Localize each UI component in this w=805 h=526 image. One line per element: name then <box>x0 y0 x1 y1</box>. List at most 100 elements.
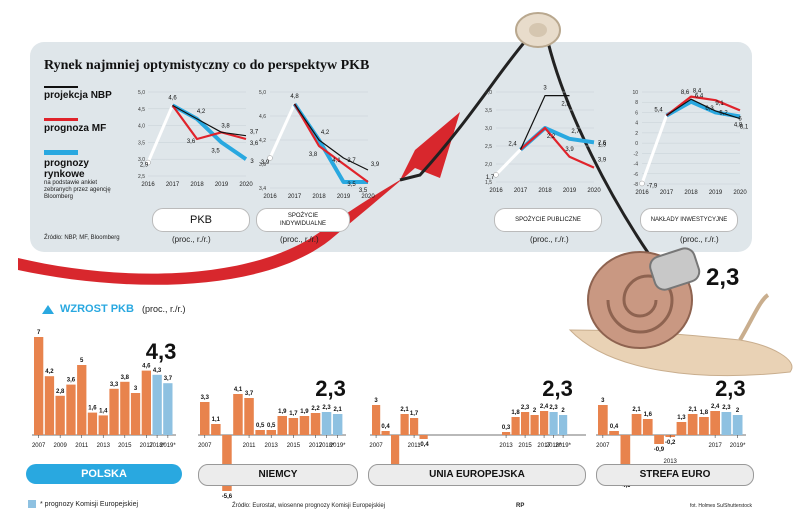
bar-value-label: 2,3 <box>521 405 530 411</box>
value-label: 3 <box>250 159 254 165</box>
x-tick-label: 2015 <box>118 443 132 449</box>
pill-strefa: STREFA EURO <box>596 464 754 486</box>
value-label: 3,6 <box>187 139 196 145</box>
y-tick-label: 1,5 <box>485 180 492 186</box>
value-label: 5,4 <box>654 108 663 114</box>
bar <box>87 412 98 435</box>
pill-unia-label: UNIA EUROPEJSKA <box>429 469 525 480</box>
pill-spozycie-publiczne: SPOŻYCIE PUBLICZNE <box>494 208 602 232</box>
bar <box>609 431 619 435</box>
unit-spozycie-publiczne: (proc., r./r.) <box>530 235 569 244</box>
bar <box>391 435 400 478</box>
value-label: 3,7 <box>347 158 356 164</box>
legend-mf-swatch <box>44 118 78 121</box>
legend-market-label-2: rynkowe <box>44 169 85 180</box>
bar <box>710 411 720 435</box>
value-label: 8,1 <box>740 125 749 131</box>
bar-value-label: 1,7 <box>289 411 298 417</box>
ec-note-swatch <box>28 500 36 508</box>
bar-value-label: 0,4 <box>381 424 390 430</box>
y-tick-label: 10 <box>632 90 638 96</box>
bar <box>152 374 162 435</box>
value-label: 3,9 <box>598 158 607 164</box>
bar <box>98 415 108 435</box>
bar <box>66 384 76 435</box>
bar-value-label: -0,9 <box>654 447 665 453</box>
snail-icon <box>568 247 793 377</box>
pill-pkb: PKB <box>152 208 250 232</box>
bar-value-label: -0,4 <box>418 442 429 448</box>
pill-naklady: NAKŁADY INWESTYCYJNE <box>640 208 738 232</box>
pill-niemcy: NIEMCY <box>198 464 358 486</box>
y-tick-label: 3,5 <box>138 140 145 146</box>
value-label: 4,2 <box>197 109 206 115</box>
x-tick-label: 2019* <box>555 443 571 449</box>
bar-value-label: 0,5 <box>256 423 265 429</box>
legend-market-note-2: zebranych przez agencję <box>44 187 111 193</box>
bar-value-label: 2,1 <box>400 407 409 413</box>
bar <box>400 414 409 435</box>
value-label: 2,2 <box>547 134 556 140</box>
bar-value-label: 1,6 <box>88 406 97 412</box>
highlight-value: 2,3 <box>315 376 346 401</box>
y-tick-label: -2 <box>634 151 639 157</box>
start-connector <box>268 103 296 159</box>
x-tick-label: 2019* <box>730 443 746 449</box>
legend-market-note-1: na podstawie ankiet <box>44 180 98 186</box>
bar-value-label: 1,9 <box>278 409 287 415</box>
bar-value-label: 7 <box>37 330 41 336</box>
x-tick-label: 2009 <box>53 443 67 449</box>
bar <box>699 417 709 435</box>
unit-pkb: (proc., r./r.) <box>172 235 211 244</box>
bar <box>109 388 119 435</box>
bar-value-label: 3 <box>374 398 378 404</box>
value-label: 6,4 <box>695 94 704 100</box>
start-point <box>493 172 499 178</box>
x-tick-label: 2019 <box>709 190 723 196</box>
snail-value: 2,3 <box>706 264 740 291</box>
mf-series-line <box>519 126 595 169</box>
bar <box>277 416 287 435</box>
bar-value-label: 3,7 <box>164 376 173 382</box>
x-tick-label: 2018* <box>149 443 165 449</box>
highlight-value: 4,3 <box>146 339 177 364</box>
ec-note: * prognozy Komisji Europejskiej <box>28 500 138 508</box>
bar <box>266 430 276 435</box>
bar <box>310 413 321 435</box>
x-tick-label: 2015 <box>287 443 301 449</box>
growth-unit: (proc., r./r.) <box>141 304 186 314</box>
mf-series-line <box>293 103 369 183</box>
mf-series-line <box>665 95 741 117</box>
x-tick-label: 2020 <box>361 194 375 200</box>
y-tick-label: 4,0 <box>138 124 145 130</box>
value-label: 2,6 <box>598 140 607 146</box>
growth-header: WZROST PKB (proc., r./r.) <box>42 303 185 315</box>
value-label: 6 <box>738 116 742 122</box>
pill-naklady-label: NAKŁADY INWESTYCYJNE <box>650 217 728 223</box>
bar <box>598 405 608 435</box>
bar <box>130 393 141 435</box>
bar <box>77 365 87 435</box>
x-tick-label: 2017 <box>309 443 323 449</box>
bar-value-label: 3,6 <box>67 378 76 384</box>
bar <box>419 435 428 439</box>
x-tick-label: 2020 <box>733 190 747 196</box>
pill-polska-label: POLSKA <box>81 468 127 480</box>
bar <box>332 414 343 435</box>
value-label: 3,6 <box>250 141 259 147</box>
value-label: 1,9 <box>598 142 607 148</box>
bar-value-label: 4,3 <box>153 368 162 374</box>
pulley-icon <box>515 12 561 48</box>
x-tick-label: 2016 <box>489 188 503 194</box>
value-label: -7,9 <box>647 183 658 189</box>
bar-value-label: 2,4 <box>711 404 720 410</box>
y-tick-label: 3,5 <box>485 108 492 114</box>
legend-market-note-3: Bloomberg <box>44 194 74 200</box>
bar <box>721 412 732 435</box>
bar <box>372 405 381 435</box>
bar <box>288 418 299 435</box>
pill-spozycie-publiczne-label: SPOŻYCIE PUBLICZNE <box>515 217 581 223</box>
pill-polska: POLSKA <box>26 464 182 484</box>
bar <box>321 412 332 435</box>
bar-value-label: 2,1 <box>334 407 343 413</box>
